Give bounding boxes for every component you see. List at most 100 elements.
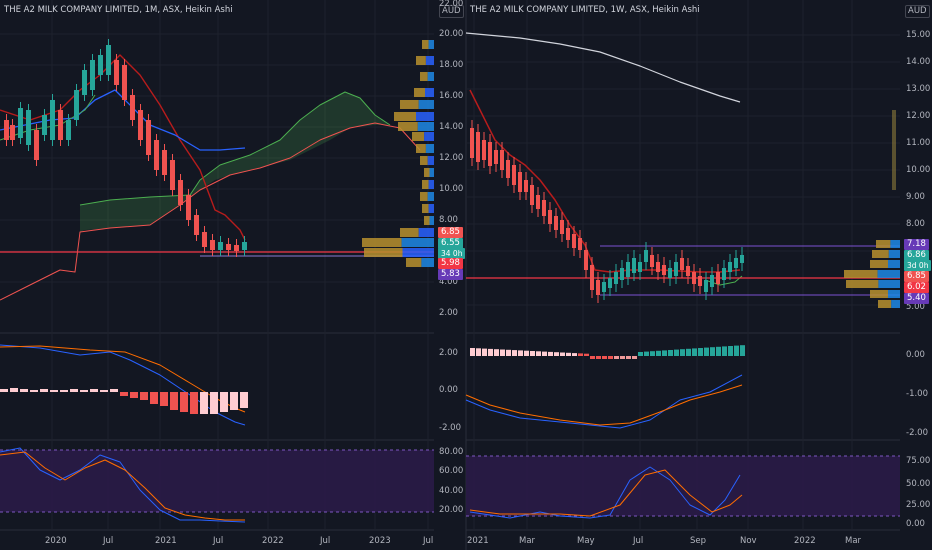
candle <box>66 120 71 140</box>
volume-profile-bar <box>406 258 422 267</box>
left-macd-tick: 2.00 <box>439 348 458 358</box>
macd-hist-bar <box>170 392 178 410</box>
right-time-label: 2021 <box>467 536 489 546</box>
macd-hist-bar <box>506 349 511 356</box>
left-stoch-tick: 20.00 <box>439 505 464 515</box>
candle <box>82 70 87 95</box>
senkou-span-a <box>79 91 391 206</box>
volume-profile-bar <box>400 228 419 237</box>
candle <box>566 228 570 240</box>
macd-hist-bar <box>500 349 505 356</box>
candle <box>554 216 558 230</box>
volume-profile-bar <box>878 280 900 288</box>
candle <box>470 128 474 158</box>
candle <box>42 115 47 135</box>
stoch-band <box>466 456 900 516</box>
volume-profile-bar <box>362 238 402 247</box>
left-badge-support: 5.83 <box>438 269 463 280</box>
left-price-tick: 18.00 <box>439 60 464 70</box>
left-price-tick: 20.00 <box>439 29 464 39</box>
macd-hist-bar <box>60 390 68 392</box>
macd-hist-bar <box>704 347 709 356</box>
volume-profile-bar <box>870 260 888 268</box>
candle <box>548 210 552 224</box>
macd-hist-bar <box>608 356 613 359</box>
volume-profile-bar <box>428 180 434 189</box>
left-price-tick: 12.00 <box>439 153 464 163</box>
candle <box>722 268 726 280</box>
volume-profile-bar <box>416 56 426 65</box>
macd-hist-bar <box>0 389 8 392</box>
candle <box>698 276 702 286</box>
candle <box>218 242 223 250</box>
candle <box>162 150 167 175</box>
macd-hist-bar <box>572 353 577 356</box>
macd-hist-bar <box>644 351 649 356</box>
stoch-d-line <box>469 469 743 517</box>
candle <box>34 130 39 160</box>
volume-profile-bar <box>425 88 434 97</box>
left-price-tick: 2.00 <box>439 308 458 318</box>
right-price-tick: 5.00 <box>906 302 925 312</box>
left-badge-countdown: 34 0h <box>438 248 466 259</box>
macd-hist-bar <box>548 351 553 356</box>
volume-profile-bar <box>364 248 403 257</box>
right-price-tick: 15.00 <box>906 30 931 40</box>
macd-hist-bar <box>590 356 595 359</box>
left-price-tick: 22.00 <box>439 0 464 9</box>
macd-hist-bar <box>542 351 547 356</box>
volume-profile-bar <box>412 132 425 141</box>
candle <box>494 150 498 164</box>
right-stoch-tick: 0.00 <box>906 519 925 529</box>
volume-profile-bar <box>416 112 434 121</box>
left-currency-badge[interactable]: AUD <box>439 5 464 18</box>
macd-hist-bar <box>512 350 517 356</box>
left-time-label: 2022 <box>262 536 284 546</box>
volume-profile-bar <box>422 204 429 213</box>
right-badge-countdown: 3d 0h <box>904 260 932 271</box>
left-price-tick: 16.00 <box>439 91 464 101</box>
right-time-label: Nov <box>740 536 757 546</box>
volume-profile-bar <box>400 100 419 109</box>
macd-hist-bar <box>584 353 589 356</box>
candle <box>632 258 636 273</box>
left-time-label: 2021 <box>155 536 177 546</box>
volume-profile-bar <box>892 110 896 190</box>
macd-hist-bar <box>620 356 625 359</box>
right-price-tick: 12.00 <box>906 111 931 121</box>
right-currency-badge[interactable]: AUD <box>905 5 930 18</box>
volume-profile-bar <box>422 40 429 49</box>
candle <box>512 165 516 185</box>
macd-hist-bar <box>482 348 487 356</box>
volume-profile-bar <box>416 144 426 153</box>
macd-hist-bar <box>476 348 481 356</box>
volume-profile-bar <box>420 156 428 165</box>
macd-hist-bar <box>30 390 38 392</box>
macd-hist-bar <box>530 351 535 356</box>
volume-profile-bar <box>846 280 879 288</box>
candle <box>10 125 15 140</box>
macd-hist-bar <box>698 348 703 356</box>
candle <box>584 250 588 270</box>
left-badge-hline: 5.98 <box>438 258 463 269</box>
volume-profile-bar <box>890 240 900 248</box>
macd-hist-bar <box>110 389 118 392</box>
left-badge-kijun: 6.85 <box>438 227 463 238</box>
macd-hist-bar <box>494 349 499 356</box>
candle <box>146 120 151 155</box>
right-time-label: Mar <box>519 536 536 546</box>
macd-signal-line <box>0 345 246 413</box>
macd-hist-bar <box>70 389 78 392</box>
macd-hist-bar <box>626 356 631 359</box>
right-price-tick: 10.00 <box>906 165 931 175</box>
candle <box>154 140 159 170</box>
macd-hist-bar <box>632 356 637 359</box>
right-macd-tick: -2.00 <box>906 428 928 438</box>
macd-hist-bar <box>536 351 541 356</box>
macd-hist-bar <box>90 389 98 392</box>
macd-hist-bar <box>80 390 88 392</box>
candle <box>536 195 540 209</box>
macd-signal-line <box>465 384 743 426</box>
